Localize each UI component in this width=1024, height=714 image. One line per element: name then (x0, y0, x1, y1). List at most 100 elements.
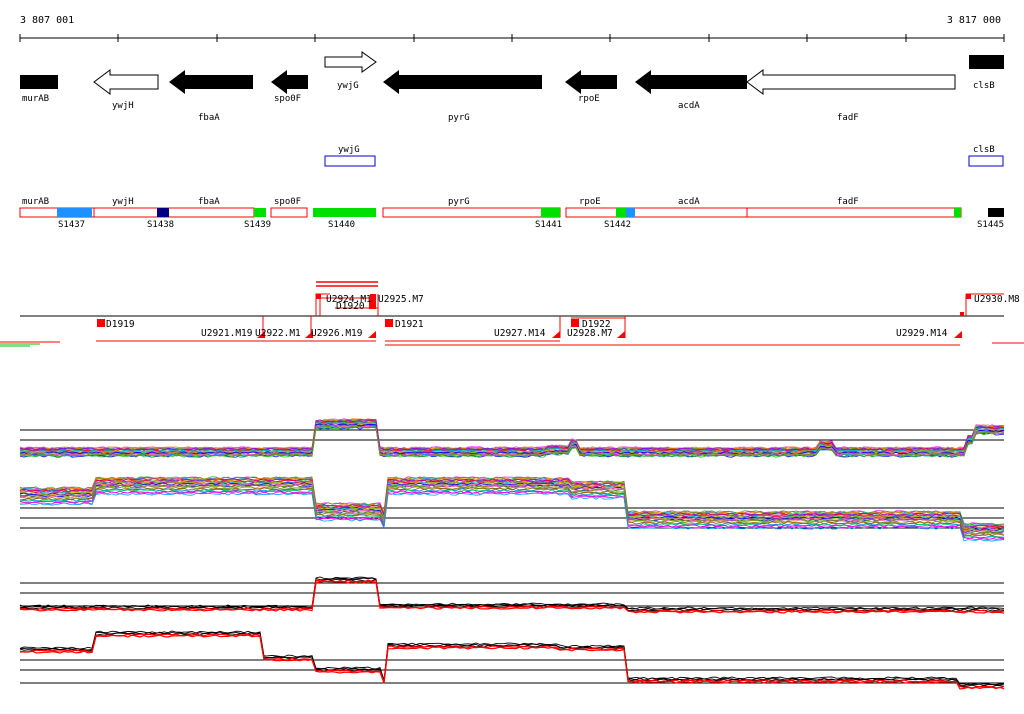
gene-murAB[interactable] (20, 75, 58, 89)
gene-acdA[interactable] (635, 70, 747, 94)
segment-spo0F[interactable] (270, 207, 308, 218)
profile-line (19, 419, 1005, 451)
gene-track: murAB ywjH fbaA spo0F ywjG pyrG rpoE acd… (20, 51, 1004, 123)
d-label-D1920: D1920 (336, 301, 365, 312)
gene-ywjH[interactable] (93, 69, 159, 95)
site-S1440[interactable] (313, 208, 376, 217)
u-label-U2925: U2925.M7 (378, 294, 424, 305)
site-label-S1441: S1441 (535, 220, 562, 230)
gene-pyrG[interactable] (383, 70, 542, 94)
u-label-U2926: U2926.M19 (311, 328, 363, 339)
d-label-D1919: D1919 (106, 319, 135, 330)
site-label-S1445: S1445 (977, 220, 1004, 230)
u-label-U2922: U2922.M1 (255, 328, 301, 339)
site-label-S1440: S1440 (328, 220, 355, 230)
profile-line (19, 491, 1005, 541)
site-label-S1439: S1439 (244, 220, 271, 230)
ruler-ticks (19, 34, 1005, 42)
site-S1439[interactable] (254, 208, 266, 217)
feature-track: D1919 D1920 D1921 D1922 U2921.M19 U2922.… (0, 281, 1024, 347)
site-S1442-green[interactable] (616, 208, 626, 217)
blue-box-ywjG[interactable] (324, 155, 376, 167)
gene-label-murAB: murAB (22, 94, 49, 104)
u-label-U2929: U2929.M14 (896, 328, 948, 339)
profile-line (19, 477, 1005, 527)
blue-box-label-clsB: clsB (973, 145, 995, 155)
profile-line (19, 481, 1005, 531)
profile-line (19, 484, 1005, 534)
u-label-U2930: U2930.M8 (974, 294, 1020, 305)
u-label-U2924: U2924.M1 (326, 294, 372, 305)
profile-line (19, 424, 1005, 456)
segment-label-fbaA: fbaA (198, 197, 220, 207)
d-label-D1922: D1922 (582, 319, 611, 330)
segment-label-murAB: murAB (22, 197, 49, 207)
ruler-end-label: 3 817 000 (947, 15, 1001, 26)
summary-profile-line (19, 630, 1005, 686)
coordinate-ruler: 3 807 001 3 817 000 (19, 15, 1005, 42)
profile-line (19, 488, 1005, 538)
ruler-start-label: 3 807 001 (20, 15, 74, 26)
site-S1438[interactable] (157, 208, 169, 217)
blue-box-clsB[interactable] (968, 155, 1004, 167)
gene-ywjG[interactable] (324, 51, 377, 73)
profile-line (19, 426, 1005, 458)
gene-rpoE[interactable] (565, 70, 617, 94)
profile-line (19, 422, 1005, 454)
multi-condition-profiles (19, 418, 1005, 542)
profile-line (19, 425, 1005, 457)
profile-line (19, 422, 1005, 454)
segment-label-rpoE: rpoE (579, 197, 601, 207)
site-S1441[interactable] (541, 208, 560, 217)
profile-line (19, 486, 1005, 536)
profile-line (19, 476, 1005, 526)
segment-label-fadF: fadF (837, 197, 859, 207)
segment-ywjH-fbaA[interactable] (93, 207, 255, 218)
u-label-U2928: U2928.M7 (567, 328, 613, 339)
profile-line (19, 419, 1005, 451)
gene-fadF[interactable] (746, 69, 956, 95)
site-S1437[interactable] (57, 208, 92, 217)
site-label-S1442: S1442 (604, 220, 631, 230)
gene-label-ywjH: ywjH (112, 101, 134, 111)
gene-label-acdA: acdA (678, 101, 700, 111)
expression-panel-top (19, 418, 1005, 542)
gene-label-ywjG: ywjG (337, 81, 359, 91)
summary-profile-line (19, 634, 1005, 690)
segment-rpoE-acdA[interactable] (565, 207, 748, 218)
blue-box-label-ywjG: ywjG (338, 145, 360, 155)
profile-line (19, 482, 1005, 532)
blue-box-track: ywjG clsB (324, 145, 1004, 167)
d-marker-D1922[interactable] (571, 319, 579, 327)
gene-label-clsB: clsB (973, 81, 995, 91)
summary-profile-line (19, 631, 1005, 687)
segment-label-pyrG: pyrG (448, 197, 470, 207)
profile-line (19, 418, 1005, 450)
profile-line (19, 424, 1005, 456)
segment-fadF[interactable] (746, 207, 962, 218)
segment-label-spo0F: spo0F (274, 197, 301, 207)
gene-clsB[interactable] (969, 55, 1004, 69)
segment-pyrG[interactable] (382, 207, 561, 218)
summary-profiles (19, 576, 1005, 690)
segment-track: murAB ywjH fbaA spo0F pyrG rpoE acdA fad… (19, 197, 1004, 230)
site-S1445[interactable] (988, 208, 1004, 217)
gene-fbaA[interactable] (169, 70, 253, 94)
gene-label-rpoE: rpoE (578, 94, 600, 104)
d-label-D1921: D1921 (395, 319, 424, 330)
u-label-U2927: U2927.M14 (494, 328, 546, 339)
gene-spo0F[interactable] (271, 70, 308, 94)
summary-profile-line (19, 579, 1005, 613)
profile-line (19, 492, 1005, 542)
expression-panel-bottom (19, 576, 1005, 690)
profile-line (19, 418, 1005, 450)
summary-profile-line (19, 580, 1005, 614)
d-marker-D1921[interactable] (385, 319, 393, 327)
site-S1442-blue[interactable] (626, 208, 635, 217)
d-marker-D1919[interactable] (97, 319, 105, 327)
segment-label-acdA: acdA (678, 197, 700, 207)
u-label-U2921: U2921.M19 (201, 328, 253, 339)
site-label-S1437: S1437 (58, 220, 85, 230)
site-S1445-green[interactable] (954, 208, 961, 217)
